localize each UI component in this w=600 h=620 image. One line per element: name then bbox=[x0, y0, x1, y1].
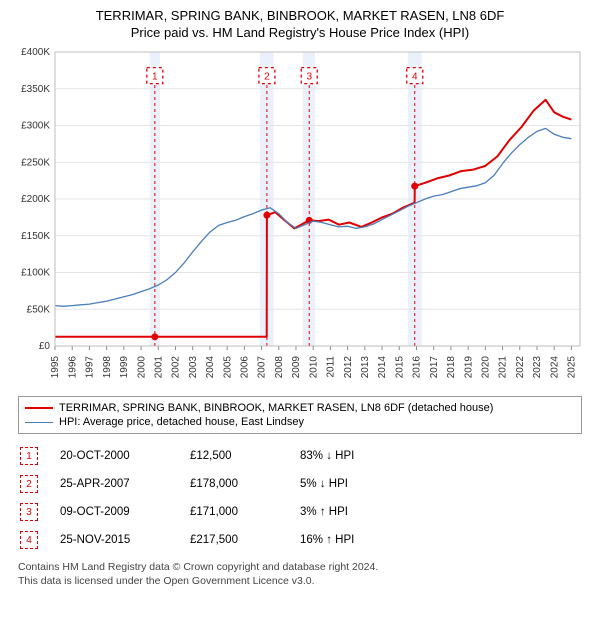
transaction-row: 3 09-OCT-2009£171,0003% ↑ HPI bbox=[18, 498, 582, 526]
svg-text:2007: 2007 bbox=[257, 356, 268, 379]
svg-text:1999: 1999 bbox=[119, 356, 130, 379]
tx-direction: 5% ↓ HPI bbox=[300, 478, 420, 490]
tx-marker: 4 bbox=[20, 531, 38, 549]
footer: Contains HM Land Registry data © Crown c… bbox=[18, 560, 582, 588]
svg-text:2017: 2017 bbox=[429, 356, 440, 379]
svg-text:£200K: £200K bbox=[21, 194, 50, 205]
transaction-table: 1 20-OCT-2000£12,50083% ↓ HPI 2 25-APR-2007… bbox=[18, 442, 582, 554]
transaction-row: 4 25-NOV-2015£217,50016% ↑ HPI bbox=[18, 526, 582, 554]
svg-text:2018: 2018 bbox=[446, 356, 457, 379]
figure-root: TERRIMAR, SPRING BANK, BINBROOK, MARKET … bbox=[0, 0, 600, 598]
svg-text:£250K: £250K bbox=[21, 157, 50, 168]
svg-text:2016: 2016 bbox=[412, 356, 423, 379]
legend-item: TERRIMAR, SPRING BANK, BINBROOK, MARKET … bbox=[25, 401, 575, 415]
tx-direction: 16% ↑ HPI bbox=[300, 534, 420, 546]
svg-text:£100K: £100K bbox=[21, 268, 50, 279]
svg-text:2012: 2012 bbox=[343, 356, 354, 379]
legend-label: TERRIMAR, SPRING BANK, BINBROOK, MARKET … bbox=[59, 402, 493, 414]
tx-date: 09-OCT-2009 bbox=[60, 506, 190, 518]
svg-text:2024: 2024 bbox=[549, 356, 560, 379]
legend-swatch bbox=[25, 407, 53, 409]
svg-text:£400K: £400K bbox=[21, 47, 50, 58]
svg-text:4: 4 bbox=[412, 72, 418, 83]
svg-text:2013: 2013 bbox=[360, 356, 371, 379]
chart-area: £0 £50K £100K £150K £200K £250K £300K £350K £400… bbox=[12, 46, 588, 386]
tx-date: 25-NOV-2015 bbox=[60, 534, 190, 546]
svg-text:£300K: £300K bbox=[21, 121, 50, 132]
svg-text:2004: 2004 bbox=[205, 356, 216, 379]
svg-text:3: 3 bbox=[306, 72, 312, 83]
svg-text:2006: 2006 bbox=[240, 356, 251, 379]
svg-text:2008: 2008 bbox=[274, 356, 285, 379]
transaction-row: 1 20-OCT-2000£12,50083% ↓ HPI bbox=[18, 442, 582, 470]
tx-direction: 83% ↓ HPI bbox=[300, 450, 420, 462]
tx-date: 20-OCT-2000 bbox=[60, 450, 190, 462]
svg-text:2009: 2009 bbox=[291, 356, 302, 379]
svg-text:2003: 2003 bbox=[188, 356, 199, 379]
svg-text:2020: 2020 bbox=[481, 356, 492, 379]
svg-text:2011: 2011 bbox=[326, 356, 337, 378]
legend-item: HPI: Average price, detached house, East… bbox=[25, 415, 575, 429]
svg-text:2021: 2021 bbox=[498, 356, 509, 379]
svg-text:1: 1 bbox=[152, 72, 158, 83]
tx-marker: 1 bbox=[20, 447, 38, 465]
svg-text:£50K: £50K bbox=[27, 304, 51, 315]
tx-marker: 3 bbox=[20, 503, 38, 521]
svg-text:2: 2 bbox=[264, 72, 270, 83]
svg-text:2000: 2000 bbox=[136, 356, 147, 379]
footer-line-1: Contains HM Land Registry data © Crown c… bbox=[18, 560, 582, 574]
title-line-1: TERRIMAR, SPRING BANK, BINBROOK, MARKET … bbox=[12, 8, 588, 23]
tx-direction: 3% ↑ HPI bbox=[300, 506, 420, 518]
svg-text:£150K: £150K bbox=[21, 231, 50, 242]
chart-svg: £0 £50K £100K £150K £200K £250K £300K £350K £400… bbox=[12, 46, 588, 386]
svg-text:2019: 2019 bbox=[463, 356, 474, 379]
title-block: TERRIMAR, SPRING BANK, BINBROOK, MARKET … bbox=[12, 8, 588, 40]
tx-price: £12,500 bbox=[190, 450, 300, 462]
svg-text:2005: 2005 bbox=[222, 356, 233, 379]
svg-text:£0: £0 bbox=[39, 341, 51, 352]
legend: TERRIMAR, SPRING BANK, BINBROOK, MARKET … bbox=[18, 396, 582, 434]
svg-text:£350K: £350K bbox=[21, 84, 50, 95]
svg-text:2001: 2001 bbox=[153, 356, 164, 379]
tx-marker: 2 bbox=[20, 475, 38, 493]
tx-price: £171,000 bbox=[190, 506, 300, 518]
footer-line-2: This data is licensed under the Open Gov… bbox=[18, 574, 582, 588]
svg-text:2014: 2014 bbox=[377, 356, 388, 379]
svg-text:1995: 1995 bbox=[50, 356, 61, 379]
svg-text:2010: 2010 bbox=[308, 356, 319, 379]
svg-text:2015: 2015 bbox=[394, 356, 405, 379]
svg-text:1997: 1997 bbox=[85, 356, 96, 379]
legend-label: HPI: Average price, detached house, East… bbox=[59, 416, 304, 428]
svg-text:2022: 2022 bbox=[515, 356, 526, 379]
tx-date: 25-APR-2007 bbox=[60, 478, 190, 490]
svg-text:2023: 2023 bbox=[532, 356, 543, 379]
svg-text:1998: 1998 bbox=[102, 356, 113, 379]
tx-price: £217,500 bbox=[190, 534, 300, 546]
svg-text:1996: 1996 bbox=[67, 356, 78, 379]
svg-text:2025: 2025 bbox=[567, 356, 578, 379]
transaction-row: 2 25-APR-2007£178,0005% ↓ HPI bbox=[18, 470, 582, 498]
svg-text:2002: 2002 bbox=[171, 356, 182, 379]
tx-price: £178,000 bbox=[190, 478, 300, 490]
legend-swatch bbox=[25, 422, 53, 423]
title-line-2: Price paid vs. HM Land Registry's House … bbox=[12, 25, 588, 40]
